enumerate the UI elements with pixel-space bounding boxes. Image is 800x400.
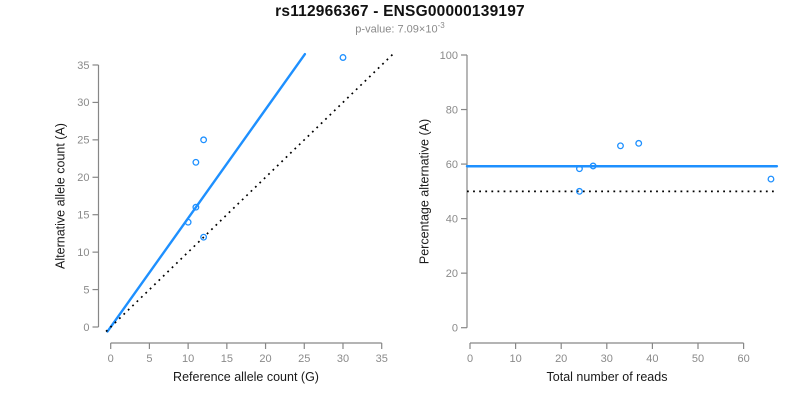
data-point — [589, 162, 597, 170]
y-tick-label: 25 — [77, 135, 89, 147]
x-tick-label: 15 — [221, 353, 233, 365]
x-tick-label: 0 — [467, 353, 473, 365]
y-tick-label: 0 — [83, 322, 89, 334]
data-point — [200, 136, 208, 144]
left-scatter-plot: 0 5 10 15 20 25 30 35 0 5 10 15 20 25 30 35 Reference a… — [54, 52, 394, 384]
right-axes: 0 20 40 60 80 100 0 10 20 30 40 50 60 — [440, 50, 779, 365]
y-tick-label: 0 — [452, 323, 458, 335]
x-tick-label: 0 — [108, 353, 114, 365]
y-tick-label: 10 — [77, 247, 89, 259]
x-tick-label: 30 — [337, 353, 349, 365]
data-point — [575, 187, 583, 195]
y-tick-label: 20 — [446, 268, 458, 280]
x-tick-label: 60 — [737, 353, 749, 365]
left-yaxis-title: Alternative allele count (A) — [54, 123, 68, 269]
data-point — [200, 233, 208, 241]
data-point — [192, 203, 200, 211]
y-tick-label: 80 — [446, 104, 458, 116]
data-point — [635, 139, 643, 147]
x-tick-label: 10 — [509, 353, 521, 365]
right-scatter-plot: 0 20 40 60 80 100 0 10 20 30 40 50 60 Total number o… — [418, 50, 779, 384]
data-point — [767, 175, 775, 183]
right-yaxis-title: Percentage alternative (A) — [418, 119, 432, 264]
data-point — [617, 142, 624, 150]
x-tick-label: 10 — [182, 353, 194, 365]
y-tick-label: 15 — [77, 210, 89, 222]
y-tick-label: 35 — [77, 60, 89, 72]
pvalue-text: p-value: 7.09×10 — [355, 23, 438, 36]
left-xaxis-title: Reference allele count (G) — [173, 370, 319, 384]
x-tick-label: 25 — [298, 353, 310, 365]
data-point — [575, 165, 583, 173]
x-tick-label: 30 — [601, 353, 613, 365]
y-tick-label: 20 — [77, 172, 89, 184]
x-tick-label: 50 — [692, 353, 704, 365]
y-tick-label: 5 — [83, 284, 89, 296]
y-tick-label: 100 — [440, 50, 458, 62]
y-tick-label: 40 — [446, 213, 458, 225]
left-axes: 0 5 10 15 20 25 30 35 0 5 10 15 20 25 30 35 — [77, 52, 394, 365]
figure-subtitle: p-value: 7.09×10-3 — [0, 21, 800, 36]
data-point — [339, 54, 347, 61]
y-tick-label: 60 — [446, 159, 458, 171]
x-tick-label: 5 — [146, 353, 152, 365]
x-tick-label: 20 — [555, 353, 567, 365]
right-xaxis-title: Total number of reads — [547, 370, 668, 384]
pvalue-exponent: -3 — [437, 21, 445, 30]
x-tick-label: 40 — [646, 353, 658, 365]
data-point — [192, 158, 200, 166]
data-point — [184, 218, 192, 226]
x-tick-label: 35 — [376, 353, 388, 365]
identity-line — [105, 53, 394, 333]
fit-line — [106, 52, 307, 333]
y-tick-label: 30 — [77, 97, 89, 109]
figure-title: rs112966367 - ENSG00000139197 — [275, 3, 525, 20]
x-tick-label: 20 — [259, 353, 271, 365]
